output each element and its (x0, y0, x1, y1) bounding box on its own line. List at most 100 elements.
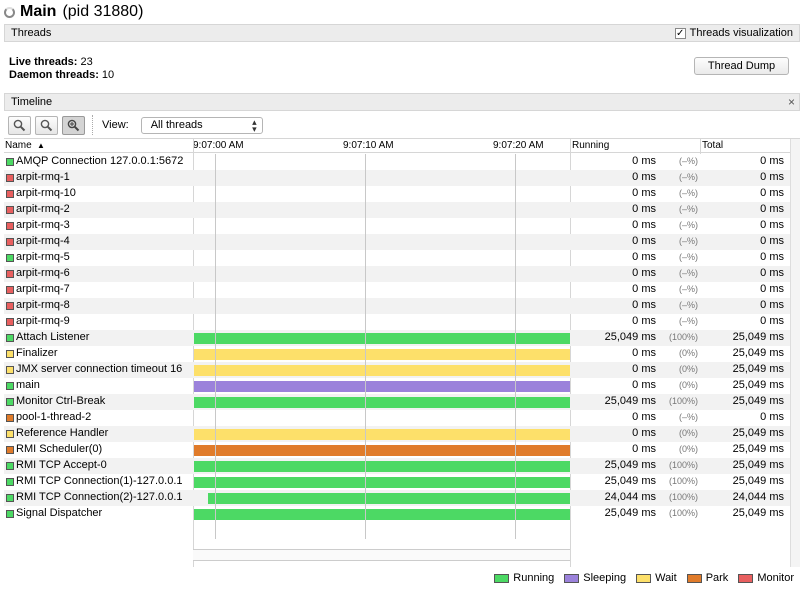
running-percent: (–%) (678, 204, 698, 214)
legend-swatch (738, 573, 754, 583)
thread-state-bar (194, 445, 570, 456)
toolbar-separator (92, 115, 93, 135)
threads-visualization-checkbox[interactable]: ✓ (674, 27, 686, 39)
thread-name: Monitor Ctrl-Break (16, 395, 106, 407)
thread-state-swatch (6, 446, 14, 454)
total-time: 0 ms (760, 187, 784, 199)
table-row[interactable]: arpit-rmq-7 0 ms (–%) 0 ms (4, 282, 790, 298)
running-percent: (100%) (668, 492, 698, 502)
table-row[interactable]: Finalizer 0 ms (0%) 25,049 ms (4, 346, 790, 362)
running-time: 0 ms (632, 267, 656, 279)
table-row[interactable]: arpit-rmq-4 0 ms (–%) 0 ms (4, 234, 790, 250)
thread-state-swatch (6, 174, 14, 182)
legend-item: Sleeping (564, 572, 626, 584)
table-row[interactable]: Attach Listener 25,049 ms (100%) 25,049 ms (4, 330, 790, 346)
total-time: 24,044 ms (732, 491, 784, 503)
total-time: 0 ms (760, 315, 784, 327)
thread-state-swatch (6, 158, 14, 166)
table-row[interactable]: pool-1-thread-2 0 ms (–%) 0 ms (4, 410, 790, 426)
thread-state-swatch (6, 510, 14, 518)
table-row[interactable]: RMI TCP Connection(1)-127.0.0.1 25,049 ms… (4, 474, 790, 490)
zoom-out-button[interactable] (35, 115, 58, 135)
view-select[interactable]: All threads ▴ ▾ (140, 116, 263, 134)
table-row[interactable]: JMX server connection timeout 16 0 ms (0%)… (4, 362, 790, 378)
table-row[interactable]: arpit-rmq-3 0 ms (–%) 0 ms (4, 218, 790, 234)
thread-name: RMI TCP Accept-0 (16, 459, 107, 471)
running-time: 0 ms (632, 427, 656, 439)
total-time: 25,049 ms (732, 331, 784, 343)
thread-name: arpit-rmq-7 (16, 283, 70, 295)
table-row[interactable]: Signal Dispatcher 25,049 ms (100%) 25,049 m… (4, 506, 790, 522)
table-row[interactable]: RMI TCP Accept-0 25,049 ms (100%) 25,049 ms (4, 458, 790, 474)
thread-state-swatch (6, 238, 14, 246)
running-percent: (–%) (678, 284, 698, 294)
running-time: 0 ms (632, 171, 656, 183)
column-divider (193, 139, 194, 567)
thread-state-swatch (6, 254, 14, 262)
table-row[interactable]: Monitor Ctrl-Break 25,049 ms (100%) 25,049 … (4, 394, 790, 410)
thread-state-swatch (6, 206, 14, 214)
thread-name: Finalizer (16, 347, 58, 359)
table-row[interactable]: arpit-rmq-1 0 ms (–%) 0 ms (4, 170, 790, 186)
thread-name: arpit-rmq-5 (16, 251, 70, 263)
zoom-in-button[interactable] (8, 115, 31, 135)
column-running-header[interactable]: Running (572, 140, 610, 151)
threads-visualization-toggle[interactable]: ✓ Threads visualization (674, 27, 793, 39)
running-time: 0 ms (632, 155, 656, 167)
threads-visualization-label: Threads visualization (689, 27, 793, 39)
sort-ascending-icon: ▲ (37, 141, 45, 150)
table-row[interactable]: AMQP Connection 127.0.0.1:5672 0 ms (–%) 0 … (4, 154, 790, 170)
legend-item: Wait (636, 572, 677, 584)
table-row[interactable]: arpit-rmq-6 0 ms (–%) 0 ms (4, 266, 790, 282)
table-row[interactable]: RMI TCP Connection(2)-127.0.0.1 24,044 ms… (4, 490, 790, 506)
table-row[interactable]: arpit-rmq-5 0 ms (–%) 0 ms (4, 250, 790, 266)
total-time: 0 ms (760, 219, 784, 231)
table-row[interactable]: arpit-rmq-9 0 ms (–%) 0 ms (4, 314, 790, 330)
state-legend: Running Sleeping Wait Park Monitor (494, 572, 794, 584)
table-row[interactable]: arpit-rmq-8 0 ms (–%) 0 ms (4, 298, 790, 314)
total-time: 25,049 ms (732, 363, 784, 375)
running-percent: (0%) (678, 364, 698, 374)
zoom-in-icon (13, 119, 26, 131)
table-row[interactable]: arpit-rmq-2 0 ms (–%) 0 ms (4, 202, 790, 218)
total-time: 25,049 ms (732, 379, 784, 391)
zoom-fit-button[interactable] (62, 115, 85, 135)
thread-name: arpit-rmq-6 (16, 267, 70, 279)
total-time: 0 ms (760, 235, 784, 247)
running-percent: (–%) (678, 252, 698, 262)
thread-state-bar (194, 349, 570, 360)
running-percent: (–%) (678, 172, 698, 182)
total-time: 0 ms (760, 171, 784, 183)
running-percent: (–%) (678, 236, 698, 246)
thread-state-swatch (6, 478, 14, 486)
thread-name: main (16, 379, 40, 391)
live-threads-label: Live threads: (9, 56, 78, 68)
running-time: 25,049 ms (604, 475, 656, 487)
thread-name: AMQP Connection 127.0.0.1:5672 (16, 155, 184, 167)
thread-name: RMI TCP Connection(2)-127.0.0.1 (16, 491, 183, 503)
thread-dump-button[interactable]: Thread Dump (694, 57, 789, 75)
running-time: 0 ms (632, 363, 656, 375)
thread-name: JMX server connection timeout 16 (16, 363, 183, 375)
spinner-icon (4, 6, 15, 18)
running-time: 0 ms (632, 251, 656, 263)
table-row[interactable]: arpit-rmq-10 0 ms (–%) 0 ms (4, 186, 790, 202)
running-percent: (–%) (678, 268, 698, 278)
timeline-horizontal-scrollbar[interactable] (193, 549, 570, 561)
column-divider (700, 139, 701, 154)
app-title: Main (20, 3, 57, 20)
table-row[interactable]: main 0 ms (0%) 25,049 ms (4, 378, 790, 394)
legend-label: Wait (655, 572, 677, 584)
thread-state-bar (194, 461, 570, 472)
table-row[interactable]: RMI Scheduler(0) 0 ms (0%) 25,049 ms (4, 442, 790, 458)
vertical-scrollbar[interactable] (790, 139, 800, 567)
column-name-header[interactable]: Name (5, 140, 32, 151)
close-icon[interactable]: × (787, 95, 795, 109)
thread-name: RMI Scheduler(0) (16, 443, 103, 455)
running-percent: (–%) (678, 316, 698, 326)
thread-state-bar (194, 509, 570, 520)
table-row[interactable]: Reference Handler 0 ms (0%) 25,049 ms (4, 426, 790, 442)
pid-label: (pid 31880) (62, 3, 144, 20)
column-total-header[interactable]: Total (702, 140, 724, 151)
thread-state-bar (194, 381, 570, 392)
